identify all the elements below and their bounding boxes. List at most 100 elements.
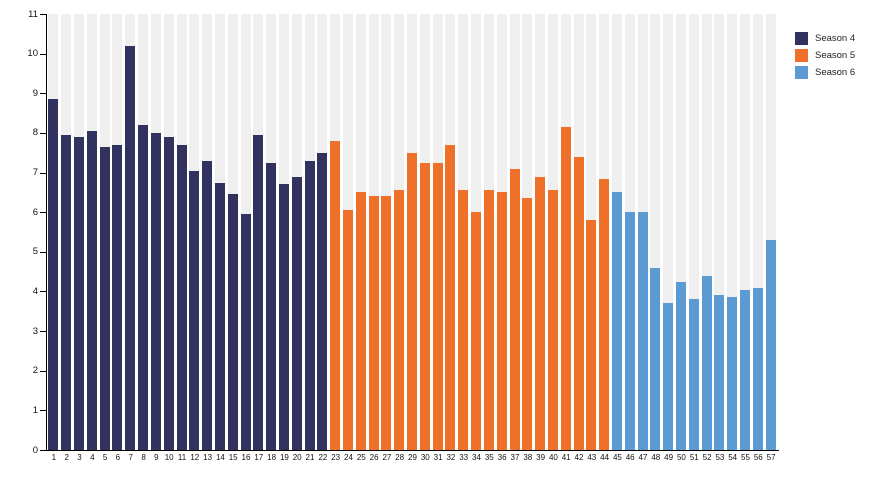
bar-episode-21[interactable] xyxy=(304,160,315,450)
legend-label: Season 4 xyxy=(815,33,856,44)
bar-episode-15[interactable] xyxy=(227,194,238,450)
bar-episode-25[interactable] xyxy=(355,192,366,450)
y-axis-tick xyxy=(40,93,46,94)
y-axis-tick xyxy=(40,133,46,134)
x-axis-label: 28 xyxy=(395,453,405,462)
x-axis-label: 46 xyxy=(625,453,635,462)
bar-episode-18[interactable] xyxy=(266,162,277,450)
y-axis-tick-label: 8 xyxy=(32,127,38,138)
y-axis-tick-label: 7 xyxy=(32,167,38,178)
y-axis-tick xyxy=(40,252,46,253)
bar-episode-34[interactable] xyxy=(471,212,481,450)
bar-episode-57[interactable] xyxy=(765,239,776,450)
bar-episode-44[interactable] xyxy=(599,178,610,450)
bar-episode-55[interactable] xyxy=(740,289,750,450)
x-axis-label: 24 xyxy=(344,453,353,462)
bar-episode-47[interactable] xyxy=(637,212,648,450)
bar-episode-49[interactable] xyxy=(663,303,674,450)
bar-episode-35[interactable] xyxy=(483,190,494,450)
bar-episode-7[interactable] xyxy=(125,45,136,450)
legend-item-season-4[interactable]: Season 4 xyxy=(795,32,855,45)
bar-episode-13[interactable] xyxy=(202,160,213,450)
bar-episode-33[interactable] xyxy=(458,190,469,450)
x-axis-label: 50 xyxy=(676,453,686,462)
bar-episode-31[interactable] xyxy=(432,162,443,450)
x-axis-label: 21 xyxy=(305,453,315,462)
x-axis-label: 9 xyxy=(154,453,159,462)
bar-episode-17[interactable] xyxy=(253,134,264,450)
bar-episode-32[interactable] xyxy=(445,144,456,450)
bar-episode-30[interactable] xyxy=(419,162,430,450)
legend-label: Season 5 xyxy=(815,50,856,61)
bar-episode-37[interactable] xyxy=(509,168,520,450)
bar-track xyxy=(688,14,699,450)
bar-episode-23[interactable] xyxy=(330,140,341,450)
bar-episode-54[interactable] xyxy=(727,297,738,450)
bar-episode-6[interactable] xyxy=(112,144,123,450)
bar-episode-24[interactable] xyxy=(343,210,353,450)
x-axis-label: 10 xyxy=(164,453,174,462)
bar-episode-16[interactable] xyxy=(240,214,251,450)
bar-episode-29[interactable] xyxy=(407,152,417,450)
x-axis-label: 44 xyxy=(600,453,610,462)
x-axis-label: 13 xyxy=(203,453,213,462)
bar-episode-40[interactable] xyxy=(547,190,558,450)
bar-episode-45[interactable] xyxy=(611,192,622,450)
y-axis-tick-label: 10 xyxy=(27,48,38,59)
bar-episode-52[interactable] xyxy=(701,275,712,450)
y-axis-tick xyxy=(40,173,46,174)
x-axis-label: 41 xyxy=(561,453,571,462)
bar-episode-28[interactable] xyxy=(394,190,405,450)
bar-episode-11[interactable] xyxy=(176,144,187,450)
x-axis-label: 49 xyxy=(664,453,674,462)
x-axis-label: 15 xyxy=(228,453,238,462)
bar-episode-51[interactable] xyxy=(688,299,699,450)
y-axis-tick xyxy=(40,331,46,332)
y-axis-tick xyxy=(40,14,46,15)
bar-episode-19[interactable] xyxy=(278,184,289,450)
legend-item-season-6[interactable]: Season 6 xyxy=(795,66,855,79)
y-axis-tick-label: 3 xyxy=(32,326,38,337)
bar-episode-2[interactable] xyxy=(61,134,72,450)
y-axis-tick-label: 0 xyxy=(32,445,38,456)
bar-episode-27[interactable] xyxy=(381,196,392,450)
x-axis-label: 27 xyxy=(382,453,392,462)
legend-item-season-5[interactable]: Season 5 xyxy=(795,49,855,62)
bar-episode-39[interactable] xyxy=(535,176,546,450)
bar-episode-4[interactable] xyxy=(86,130,97,450)
bar-episode-10[interactable] xyxy=(163,136,174,450)
bar-episode-43[interactable] xyxy=(586,220,597,450)
bar-episode-36[interactable] xyxy=(496,192,507,450)
bar-episode-14[interactable] xyxy=(214,182,225,450)
bar-episode-41[interactable] xyxy=(560,127,571,450)
bar-track xyxy=(765,14,776,450)
y-axis-tick-label: 6 xyxy=(32,207,38,218)
x-axis-label: 3 xyxy=(77,453,82,462)
bar-episode-26[interactable] xyxy=(368,196,379,450)
bar-episode-22[interactable] xyxy=(317,152,328,450)
bar-episode-1[interactable] xyxy=(48,99,59,450)
x-axis-label: 18 xyxy=(267,453,277,462)
bar-episode-12[interactable] xyxy=(189,170,200,450)
bar-episode-50[interactable] xyxy=(675,281,686,450)
bar-episode-48[interactable] xyxy=(650,267,661,450)
bar-episode-20[interactable] xyxy=(291,176,302,450)
bar-episode-8[interactable] xyxy=(138,125,149,450)
bar-episode-53[interactable] xyxy=(714,295,725,450)
y-axis-tick-label: 5 xyxy=(32,246,38,257)
bar-episode-46[interactable] xyxy=(624,212,635,450)
bar-episode-9[interactable] xyxy=(150,132,161,450)
y-axis-tick-label: 11 xyxy=(28,9,38,20)
x-axis-label: 48 xyxy=(651,453,661,462)
bar-episode-38[interactable] xyxy=(522,198,533,450)
y-axis-tick-label: 1 xyxy=(32,405,38,416)
x-axis-label: 51 xyxy=(689,453,699,462)
x-axis-label: 37 xyxy=(510,453,520,462)
bar-episode-5[interactable] xyxy=(99,146,110,450)
bar-episode-3[interactable] xyxy=(74,136,84,450)
x-axis-label: 43 xyxy=(587,453,597,462)
bar-episode-42[interactable] xyxy=(573,156,584,450)
x-axis-label: 42 xyxy=(574,453,584,462)
bar-episode-56[interactable] xyxy=(752,287,763,450)
